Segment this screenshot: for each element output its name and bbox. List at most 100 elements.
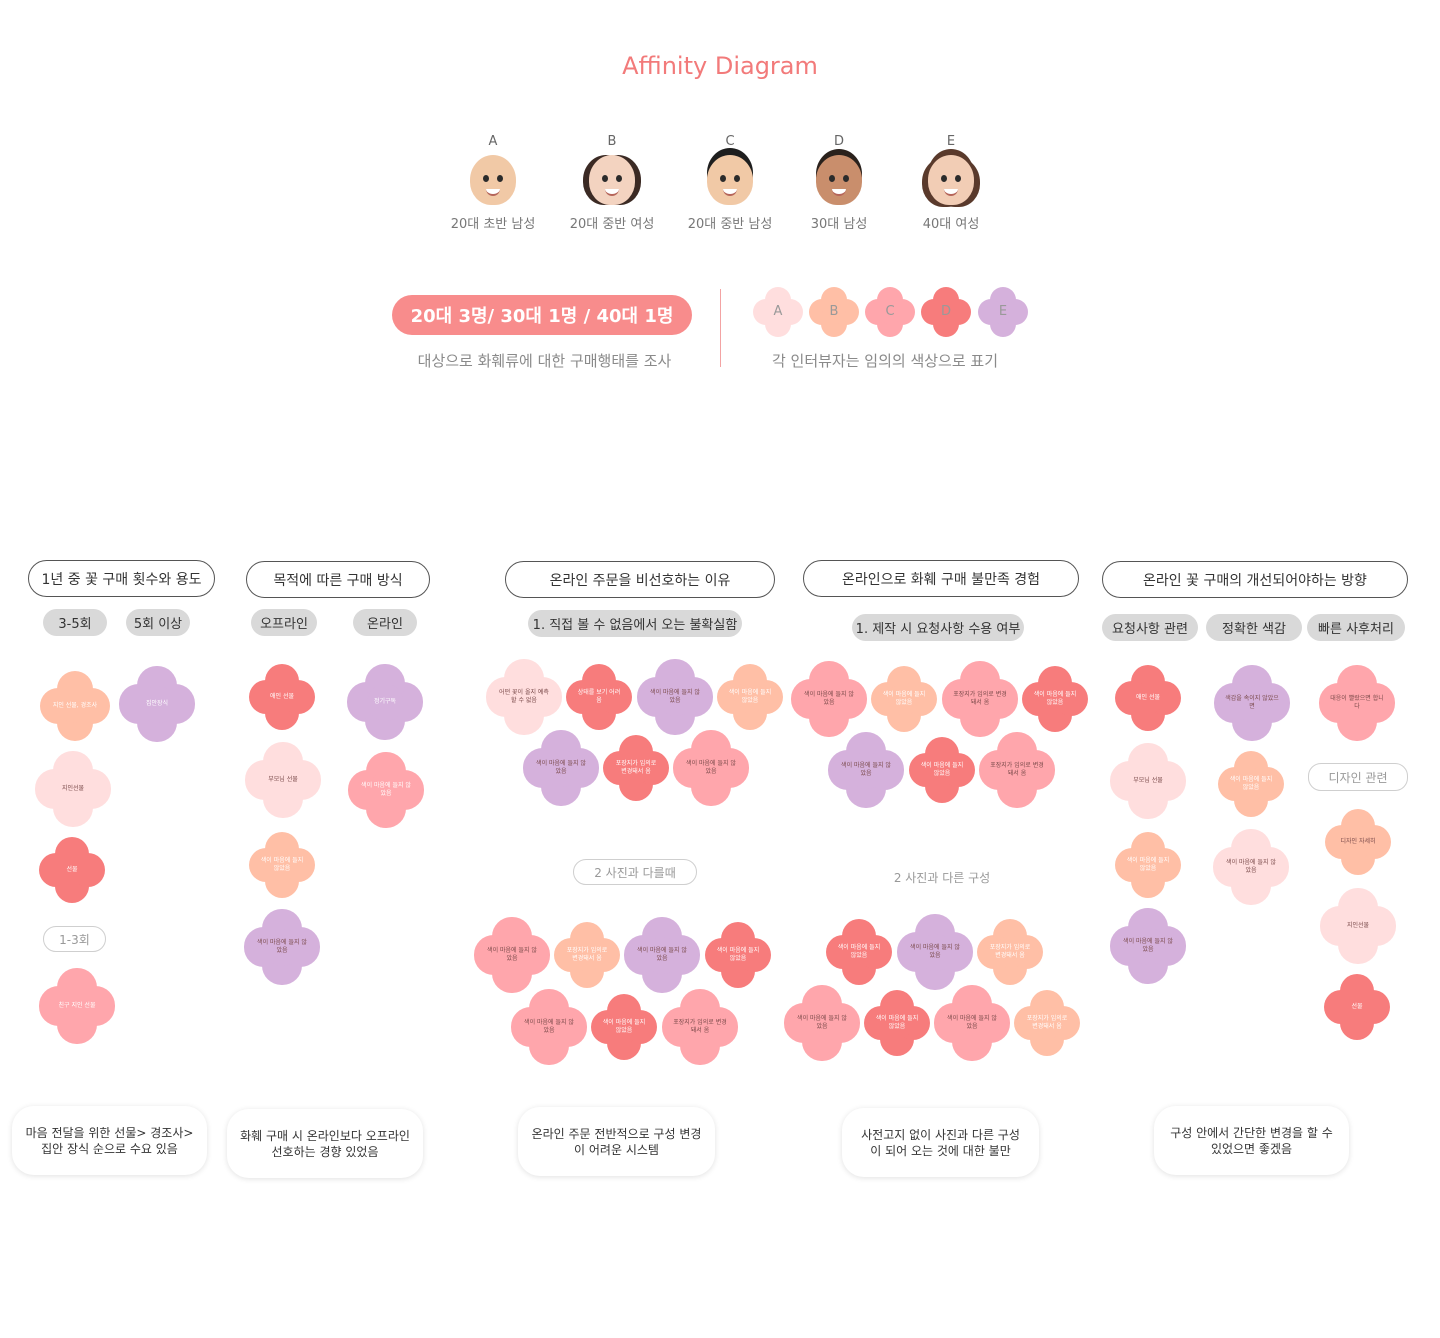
note-text: 색이 마음에 들지 않았음 xyxy=(1229,776,1273,791)
note-flower: 포장지가 임의로 변경돼서 옴 xyxy=(602,734,670,802)
note-flower: 색이 마음에 들지 않았음 xyxy=(590,993,658,1061)
legend-label: D xyxy=(940,304,951,319)
note-text: 집안장식 xyxy=(145,700,169,707)
note-text: 친구 지인 선물 xyxy=(58,1002,96,1009)
persona-letter: E xyxy=(946,134,956,149)
note-flower: 색이 마음에 들지 않았음 xyxy=(243,908,321,986)
subgroup-tag: 온라인 xyxy=(353,609,417,636)
subgroup-tag: 1. 직접 볼 수 없음에서 오는 불확실함 xyxy=(528,610,742,637)
note-text: 색이 마음에 들지 않았음 xyxy=(1126,857,1170,872)
note-flower: 포장지가 임의로 변경돼서 옴 xyxy=(661,988,739,1066)
note-flower: 선물 xyxy=(1323,973,1391,1041)
note-text: 색이 마음에 들지 않았음 xyxy=(536,760,586,775)
note-flower: 색감을 속이지 않았으면 xyxy=(1213,664,1291,742)
note-text: 색이 마음에 들지 않았음 xyxy=(602,1019,646,1034)
insight-card: 구성 안에서 간단한 변경을 할 수 있었으면 좋겠음 xyxy=(1154,1106,1349,1175)
note-text: 포장지가 임의로 변경돼서 옴 xyxy=(989,944,1031,959)
note-flower: 색이 마음에 들지 않았음 xyxy=(896,913,974,991)
persona-e: E 40대 여성 xyxy=(891,134,1011,232)
note-flower: 집안장식 xyxy=(118,665,196,743)
note-flower: 색이 마음에 들지 않았음 xyxy=(522,729,600,807)
insight-card: 화훼 구매 시 온라인보다 오프라인 선호하는 경향 있었음 xyxy=(227,1109,423,1178)
subgroup-tag: 빠른 사후처리 xyxy=(1307,614,1405,641)
note-text: 색이 마음에 들지 않았음 xyxy=(728,689,772,704)
persona-caption: 20대 중반 남성 xyxy=(687,217,773,232)
note-text: 포장지가 임의로 변경돼서 옴 xyxy=(615,760,657,775)
subgroup-tag: 1. 제작 시 요청사항 수용 여부 xyxy=(852,614,1024,641)
note-text: 색이 마음에 들지 않았음 xyxy=(837,944,881,959)
note-text: 디자인 자세히 xyxy=(1340,838,1376,845)
legend-flower-c: C xyxy=(865,287,915,337)
note-flower: 색이 마음에 들지 않았음 xyxy=(1021,665,1089,733)
note-text: 부모님 선물 xyxy=(1133,777,1163,784)
note-text: 지인 선물, 경조사 xyxy=(52,702,98,709)
note-flower: 포장지가 임의로 변경돼서 옴 xyxy=(978,731,1056,809)
persona-letter: D xyxy=(833,134,844,149)
note-flower: 색이 마음에 들지 않았음 xyxy=(347,751,425,829)
note-text: 선물 xyxy=(1351,1003,1363,1010)
persona-letter: A xyxy=(488,134,498,149)
avatar xyxy=(816,155,862,205)
note-flower: 색이 마음에 들지 않았음 xyxy=(1114,831,1182,899)
note-text: 어떤 꽃이 올지 예측할 수 없음 xyxy=(499,689,549,704)
note-text: 선물 xyxy=(66,866,78,873)
note-flower: 색이 마음에 들지 않았음 xyxy=(473,916,551,994)
note-text: 색이 마음에 들지 않았음 xyxy=(1226,859,1276,874)
note-flower: 디자인 자세히 xyxy=(1324,808,1392,876)
note-text: 포장지가 임의로 변경돼서 옴 xyxy=(990,762,1044,777)
note-flower: 색이 마음에 들지 않았음 xyxy=(672,729,750,807)
subgroup-tag: 3-5회 xyxy=(43,609,107,636)
note-text: 색이 마음에 들지 않았음 xyxy=(875,1015,919,1030)
note-flower: 색이 마음에 들지 않았음 xyxy=(704,921,772,989)
note-flower: 지인선물 xyxy=(1319,887,1397,965)
note-flower: 색이 마음에 들지 않았음 xyxy=(1212,828,1290,906)
note-flower: 색이 마음에 들지 않았음 xyxy=(933,984,1011,1062)
note-flower: 색이 마음에 들지 않았음 xyxy=(870,665,938,733)
note-flower: 색이 마음에 들지 않았음 xyxy=(623,916,701,994)
persona-caption: 40대 여성 xyxy=(922,217,980,232)
persona-d: D 30대 남성 xyxy=(779,134,899,232)
note-flower: 상태를 보기 어려움 xyxy=(565,663,633,731)
legend-flower-e: E xyxy=(978,287,1028,337)
note-flower: 색이 마음에 들지 않았음 xyxy=(783,984,861,1062)
note-text: 색이 마음에 들지 않았음 xyxy=(524,1019,574,1034)
note-flower: 포장지가 임의로 변경돼서 옴 xyxy=(941,660,1019,738)
persona-caption: 20대 초반 남성 xyxy=(450,217,536,232)
category-header: 온라인 주문을 비선호하는 이유 xyxy=(505,561,775,598)
survey-caption: 대상으로 화훼류에 대한 구매행태를 조사 xyxy=(417,352,672,370)
note-text: 색이 마음에 들지 않았음 xyxy=(487,947,537,962)
divider xyxy=(720,289,721,367)
note-flower: 색이 마음에 들지 않았음 xyxy=(248,831,316,899)
avatar xyxy=(707,155,753,205)
note-text: 부모님 선물 xyxy=(268,776,298,783)
note-flower: 애인 선물 xyxy=(248,663,316,731)
note-text: 상태를 보기 어려움 xyxy=(577,689,621,704)
subgroup-tag: 5회 이상 xyxy=(126,609,190,636)
note-text: 색이 마음에 들지 않았음 xyxy=(361,782,411,797)
subgroup-tag: 1-3회 xyxy=(43,926,106,952)
note-flower: 색이 마음에 들지 않았음 xyxy=(1217,750,1285,818)
persona-letter: B xyxy=(607,134,617,149)
category-header: 목적에 따른 구매 방식 xyxy=(246,561,430,598)
note-text: 색이 마음에 들지 않았음 xyxy=(920,762,964,777)
legend-caption: 각 인터뷰자는 임의의 색상으로 표기 xyxy=(771,352,999,370)
note-text: 애인 선물 xyxy=(270,693,294,700)
page-title: Affinity Diagram xyxy=(622,52,818,80)
note-text: 정기구독 xyxy=(373,698,397,705)
participant-count-pill: 20대 3명/ 30대 1명 / 40대 1명 xyxy=(392,295,692,335)
note-text: 색이 마음에 들지 않았음 xyxy=(686,760,736,775)
note-text: 색이 마음에 들지 않았음 xyxy=(1033,691,1077,706)
note-text: 색이 마음에 들지 않았음 xyxy=(1123,938,1173,953)
note-text: 애인 선물 xyxy=(1136,694,1160,701)
note-flower: 포장지가 임의로 변경돼서 옴 xyxy=(553,921,621,989)
note-text: 색이 마음에 들지 않았음 xyxy=(804,691,854,706)
subgroup-label: 2 사진과 다른 구성 xyxy=(893,871,991,885)
note-flower: 애인 선물 xyxy=(1114,664,1182,732)
persona-a: A 20대 초반 남성 xyxy=(433,134,553,232)
note-flower: 선물 xyxy=(38,836,106,904)
legend-flower-d: D xyxy=(921,287,971,337)
note-flower: 정기구독 xyxy=(346,663,424,741)
legend-label: B xyxy=(829,304,839,319)
persona-letter: C xyxy=(725,134,735,149)
note-flower: 색이 마음에 들지 않았음 xyxy=(825,918,893,986)
